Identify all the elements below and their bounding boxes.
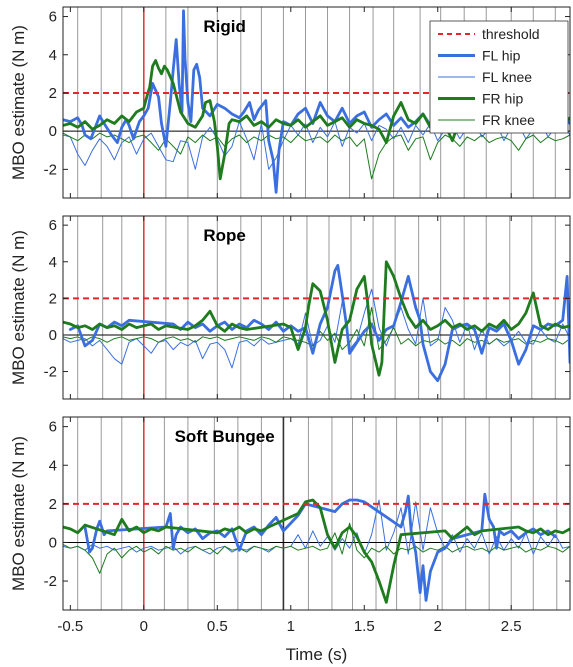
y-axis-label: MBO estimate (N m) xyxy=(9,436,28,591)
y-tick-label: 4 xyxy=(49,254,57,271)
y-tick-label: 0 xyxy=(49,534,57,551)
x-tick-label: 2.5 xyxy=(501,618,522,635)
x-axis-label: Time (s) xyxy=(286,645,348,664)
y-tick-label: -2 xyxy=(44,573,57,590)
y-axis-label: MBO estimate (N m) xyxy=(9,25,28,180)
x-tick-label: 0 xyxy=(140,618,148,635)
legend-label: FR knee xyxy=(482,112,535,128)
legend-label: threshold xyxy=(482,26,540,42)
y-tick-label: 2 xyxy=(49,496,57,513)
panel-title: Rope xyxy=(203,226,246,245)
plot-background xyxy=(63,216,570,399)
legend-label: FL hip xyxy=(482,48,521,64)
y-axis-label: MBO estimate (N m) xyxy=(9,230,28,385)
series-fr-knee xyxy=(63,522,570,574)
series-fr-hip xyxy=(63,498,570,604)
legend: threshold FL hip FL knee FR hip FR knee xyxy=(429,20,569,134)
y-tick-label: 0 xyxy=(49,327,57,344)
x-tick-label: 0.5 xyxy=(207,618,228,635)
x-tick-label: -0.5 xyxy=(57,618,83,635)
series-fr-knee xyxy=(63,132,570,180)
y-tick-label: 4 xyxy=(49,457,57,474)
legend-label: FL knee xyxy=(482,69,532,85)
legend-label: FR hip xyxy=(482,91,523,107)
y-tick-label: 6 xyxy=(49,217,57,234)
plot-area xyxy=(63,216,570,399)
y-tick-label: 0 xyxy=(49,123,57,140)
panel-soft-bungee: -2 0 2 4 6 -0.5 0 0.5 1 1.5 2 2.5 MBO estimate (N m)… xyxy=(9,416,571,635)
x-tick-label: 1 xyxy=(287,618,295,635)
series-fr-hip xyxy=(63,260,570,377)
y-tick-label: 4 xyxy=(49,47,57,64)
series-fl-hip xyxy=(68,263,570,383)
y-tick-label: -2 xyxy=(44,364,57,381)
plot-background xyxy=(63,417,570,610)
axes-frame xyxy=(62,215,571,400)
series-fl-knee xyxy=(63,499,570,555)
panel-title: Soft Bungee xyxy=(175,427,275,446)
y-tick-label: 2 xyxy=(49,290,57,307)
y-tick-label: 6 xyxy=(49,9,57,26)
axes-frame xyxy=(62,6,571,199)
panel-rope: -2 0 2 4 6 MBO estimate (N m) Rope xyxy=(9,215,571,400)
y-tick-label: -2 xyxy=(44,161,57,178)
panel-title: Rigid xyxy=(203,17,246,36)
x-tick-label: 2 xyxy=(434,618,442,635)
y-tick-label: 2 xyxy=(49,85,57,102)
y-tick-label: 6 xyxy=(49,419,57,436)
axes-frame xyxy=(62,416,571,611)
x-tick-label: 1.5 xyxy=(354,618,375,635)
plot-area xyxy=(63,417,570,610)
